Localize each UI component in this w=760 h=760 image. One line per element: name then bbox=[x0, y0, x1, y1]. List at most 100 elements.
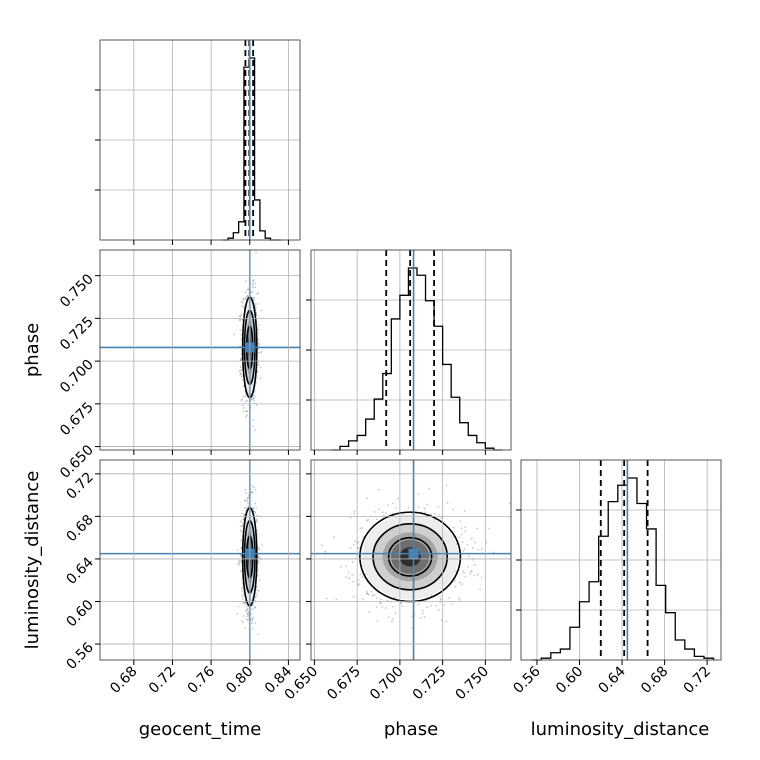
sample-point bbox=[461, 583, 464, 586]
sample-point bbox=[253, 486, 255, 489]
sample-point bbox=[419, 616, 422, 619]
sample-point bbox=[440, 517, 443, 520]
sample-point bbox=[365, 592, 368, 595]
sample-point bbox=[245, 492, 248, 494]
sample-point bbox=[367, 593, 370, 596]
y-tick-label: 0.675 bbox=[57, 399, 97, 439]
sample-point bbox=[245, 605, 248, 608]
sample-point bbox=[240, 399, 243, 402]
sample-point bbox=[258, 323, 260, 326]
sample-point bbox=[255, 592, 257, 595]
sample-point bbox=[243, 603, 246, 605]
sample-point bbox=[361, 576, 364, 579]
sample-point bbox=[254, 303, 256, 305]
sample-point bbox=[428, 487, 431, 490]
sample-point bbox=[253, 399, 255, 402]
sample-point bbox=[233, 333, 235, 336]
sample-point bbox=[241, 590, 244, 592]
sample-point bbox=[376, 597, 378, 600]
sample-point bbox=[260, 351, 262, 354]
sample-point bbox=[257, 338, 260, 341]
sample-point bbox=[247, 496, 250, 499]
sample-point bbox=[240, 554, 242, 557]
sample-point bbox=[385, 607, 388, 609]
sample-point bbox=[251, 282, 254, 285]
sample-point bbox=[236, 549, 239, 552]
sample-point bbox=[379, 602, 382, 605]
sample-point bbox=[243, 513, 246, 516]
sample-point bbox=[245, 618, 248, 621]
sample-point bbox=[241, 379, 244, 381]
sample-point bbox=[333, 536, 336, 539]
sample-point bbox=[245, 296, 248, 299]
sample-point bbox=[239, 366, 242, 368]
y-axis-label-luminosity-distance: luminosity_distance bbox=[22, 471, 43, 650]
sample-point bbox=[445, 484, 448, 487]
sample-point bbox=[429, 604, 432, 607]
sample-point bbox=[255, 518, 258, 520]
sample-point bbox=[440, 619, 443, 622]
sample-point bbox=[353, 510, 356, 513]
sample-point bbox=[246, 500, 249, 502]
sample-point bbox=[240, 512, 243, 515]
sample-point bbox=[240, 547, 243, 550]
sample-point bbox=[257, 291, 260, 294]
sample-point bbox=[488, 527, 491, 530]
sample-point bbox=[352, 595, 355, 598]
axes-frame bbox=[99, 249, 301, 451]
sample-point bbox=[255, 520, 258, 523]
y-axis-label-phase: phase bbox=[22, 323, 43, 377]
sample-point bbox=[244, 500, 247, 503]
sample-point bbox=[376, 518, 378, 521]
sample-point bbox=[357, 578, 360, 581]
sample-point bbox=[454, 585, 457, 588]
sample-point bbox=[366, 519, 368, 522]
sample-point bbox=[240, 375, 243, 378]
sample-point bbox=[392, 605, 394, 608]
sample-point bbox=[253, 390, 256, 393]
sample-point bbox=[254, 512, 257, 515]
x-tick-label: 0.750 bbox=[453, 664, 493, 704]
sample-point bbox=[237, 562, 240, 565]
sample-point bbox=[242, 601, 244, 604]
sample-point bbox=[421, 612, 424, 615]
sample-point bbox=[426, 606, 429, 609]
sample-point bbox=[446, 501, 449, 504]
sample-point bbox=[443, 603, 446, 606]
x-tick-label: 0.64 bbox=[596, 663, 629, 696]
sample-point bbox=[239, 525, 242, 528]
sample-point bbox=[258, 556, 261, 559]
sample-point bbox=[241, 525, 243, 528]
sample-point bbox=[252, 397, 255, 400]
sample-point bbox=[254, 286, 257, 289]
sample-point bbox=[239, 560, 242, 563]
sample-point bbox=[426, 503, 428, 506]
sample-point bbox=[358, 583, 361, 585]
sample-point bbox=[241, 524, 244, 526]
sample-point bbox=[251, 491, 254, 494]
grid-lines bbox=[100, 40, 300, 240]
sample-point bbox=[471, 546, 474, 549]
sample-point bbox=[357, 584, 360, 587]
sample-point bbox=[259, 366, 262, 369]
sample-point bbox=[258, 343, 261, 346]
y-tick-label: 0.60 bbox=[63, 597, 96, 630]
sample-point bbox=[464, 530, 466, 533]
sample-point bbox=[239, 369, 242, 372]
sample-point bbox=[245, 415, 248, 418]
sample-point bbox=[335, 598, 338, 601]
sample-point bbox=[257, 342, 260, 345]
sample-point bbox=[324, 550, 327, 553]
sample-point bbox=[246, 497, 249, 500]
sample-point bbox=[469, 573, 472, 575]
sample-point bbox=[257, 590, 260, 592]
sample-point bbox=[470, 537, 473, 540]
x-tick-label: 0.60 bbox=[553, 664, 586, 697]
sample-point bbox=[373, 510, 376, 513]
sample-point bbox=[247, 505, 250, 507]
sample-point bbox=[242, 298, 245, 301]
sample-point bbox=[466, 543, 469, 546]
sample-point bbox=[439, 601, 442, 604]
y-tick-label: 0.56 bbox=[63, 639, 96, 672]
sample-point bbox=[256, 633, 259, 636]
